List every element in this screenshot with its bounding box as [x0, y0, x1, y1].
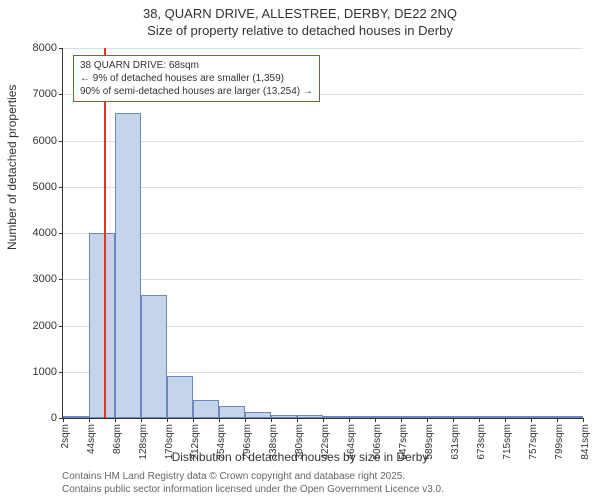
histogram-bar: [193, 400, 219, 419]
attribution: Contains HM Land Registry data © Crown c…: [62, 471, 444, 496]
plot-region: 0100020003000400050006000700080002sqm44s…: [62, 48, 583, 419]
xtick-mark: [401, 418, 402, 422]
title-line-2: Size of property relative to detached ho…: [0, 23, 600, 40]
ytick-label: 6000: [33, 135, 63, 147]
histogram-bar: [63, 416, 89, 418]
gridline: [63, 48, 583, 49]
xtick-mark: [557, 418, 558, 422]
histogram-bar: [375, 416, 401, 418]
x-axis-label: Distribution of detached houses by size …: [0, 450, 600, 464]
title-line-1: 38, QUARN DRIVE, ALLESTREE, DERBY, DE22 …: [0, 6, 600, 23]
xtick-mark: [323, 418, 324, 422]
histogram-bar: [453, 416, 479, 418]
histogram-bar: [167, 376, 193, 418]
xtick-mark: [297, 418, 298, 422]
xtick-label: 2sqm: [60, 424, 71, 448]
histogram-bar: [89, 233, 115, 418]
xtick-mark: [479, 418, 480, 422]
ytick-label: 5000: [33, 181, 63, 193]
marker-line: [104, 48, 106, 418]
histogram-bar: [297, 415, 323, 418]
histogram-bar: [271, 415, 297, 418]
y-axis-label: Number of detached properties: [5, 85, 19, 250]
histogram-bar: [323, 416, 349, 418]
xtick-mark: [115, 418, 116, 422]
histogram-bar: [219, 406, 245, 418]
xtick-mark: [453, 418, 454, 422]
attribution-line-1: Contains HM Land Registry data © Crown c…: [62, 471, 444, 484]
xtick-mark: [375, 418, 376, 422]
histogram-bar: [141, 295, 167, 418]
xtick-mark: [219, 418, 220, 422]
histogram-bar: [401, 416, 427, 418]
histogram-bar: [531, 416, 557, 418]
xtick-mark: [531, 418, 532, 422]
xtick-mark: [349, 418, 350, 422]
ytick-label: 0: [51, 412, 63, 424]
histogram-bar: [115, 113, 141, 418]
histogram-bar: [349, 416, 375, 418]
histogram-bar: [557, 416, 583, 418]
ytick-label: 8000: [33, 42, 63, 54]
ytick-label: 3000: [33, 273, 63, 285]
xtick-mark: [141, 418, 142, 422]
xtick-mark: [427, 418, 428, 422]
xtick-mark: [167, 418, 168, 422]
xtick-mark: [505, 418, 506, 422]
histogram-bar: [479, 416, 505, 418]
annotation-box: 38 QUARN DRIVE: 68sqm← 9% of detached ho…: [73, 55, 320, 102]
histogram-bar: [245, 412, 271, 418]
histogram-bar: [505, 416, 531, 418]
xtick-mark: [583, 418, 584, 422]
xtick-mark: [245, 418, 246, 422]
annotation-line-3: 90% of semi-detached houses are larger (…: [80, 85, 313, 98]
title-block: 38, QUARN DRIVE, ALLESTREE, DERBY, DE22 …: [0, 0, 600, 40]
annotation-line-2: ← 9% of detached houses are smaller (1,3…: [80, 72, 313, 85]
xtick-mark: [193, 418, 194, 422]
ytick-label: 7000: [33, 88, 63, 100]
xtick-mark: [271, 418, 272, 422]
chart-container: 38, QUARN DRIVE, ALLESTREE, DERBY, DE22 …: [0, 0, 600, 500]
histogram-bar: [427, 416, 453, 418]
chart-area: 0100020003000400050006000700080002sqm44s…: [62, 48, 582, 418]
ytick-label: 1000: [33, 366, 63, 378]
xtick-mark: [89, 418, 90, 422]
ytick-label: 4000: [33, 227, 63, 239]
attribution-line-2: Contains public sector information licen…: [62, 484, 444, 497]
ytick-label: 2000: [33, 320, 63, 332]
xtick-mark: [63, 418, 64, 422]
annotation-line-1: 38 QUARN DRIVE: 68sqm: [80, 59, 313, 72]
